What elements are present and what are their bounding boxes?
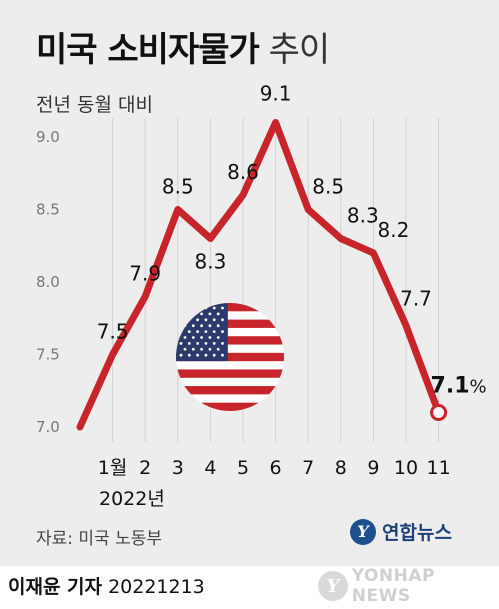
x-tick-label: 3 [172, 457, 184, 479]
data-label: 8.5 [312, 175, 344, 199]
data-label: 9.1 [260, 82, 292, 106]
watermark: Y YONHAP NEWS [318, 566, 499, 606]
x-tick-label: 11 [427, 457, 451, 479]
y-tick-label: 8.0 [36, 273, 60, 291]
publish-date: 20221213 [108, 576, 205, 598]
y-tick-label: 9.0 [36, 128, 60, 146]
chart-title: 미국 소비자물가 추이 [36, 22, 331, 71]
data-label: 8.6 [227, 160, 259, 184]
watermark-logo-icon: Y [318, 571, 348, 601]
source-note: 자료: 미국 노동부 [36, 529, 163, 549]
title-main: 미국 소비자물가 [36, 30, 260, 70]
data-label: 7.1% [431, 374, 487, 399]
data-label: 8.3 [194, 250, 226, 274]
x-tick-label: 2 [139, 457, 151, 479]
x-tick-label: 6 [270, 457, 282, 479]
x-tick-label: 5 [237, 457, 249, 479]
data-label: 7.7 [400, 287, 432, 311]
data-label: 7.9 [129, 262, 161, 286]
last-point-marker [430, 404, 448, 421]
agency-name: 연합뉴스 [382, 522, 452, 544]
watermark-text: YONHAP NEWS [351, 566, 435, 606]
us-flag-icon [176, 303, 284, 411]
yonhap-logo-icon: Y [350, 518, 376, 545]
x-tick-label: 7 [302, 457, 314, 479]
data-label: 7.5 [97, 320, 129, 344]
yonhap-logo: Y 연합뉴스 [350, 518, 452, 545]
data-label: 8.3 [347, 204, 379, 228]
line-chart: 7.07.58.08.59.01월 2 3 4 5 6 7 8 9 10 117.57.98.58.… [36, 82, 487, 480]
x-tick-label: 1월 [98, 457, 128, 479]
chart-panel [0, 0, 499, 566]
chart-subtitle: 전년 동월 대비 [36, 94, 153, 116]
x-tick-label: 9 [367, 457, 379, 479]
y-tick-label: 8.5 [36, 201, 60, 219]
x-tick-label: 8 [335, 457, 347, 479]
data-label: 8.2 [377, 218, 409, 242]
year-label: 2022년 [99, 488, 165, 510]
x-tick-label: 4 [204, 457, 216, 479]
y-tick-label: 7.5 [36, 346, 60, 364]
x-tick-label: 10 [394, 457, 418, 479]
data-label: 8.5 [162, 175, 194, 199]
cpi-series-line [76, 119, 443, 431]
y-tick-label: 7.0 [36, 418, 60, 436]
author-name: 이재윤 기자 [8, 576, 103, 598]
footer-credit: 이재윤 기자 20221213 [8, 572, 205, 599]
title-secondary: 추이 [268, 30, 331, 70]
